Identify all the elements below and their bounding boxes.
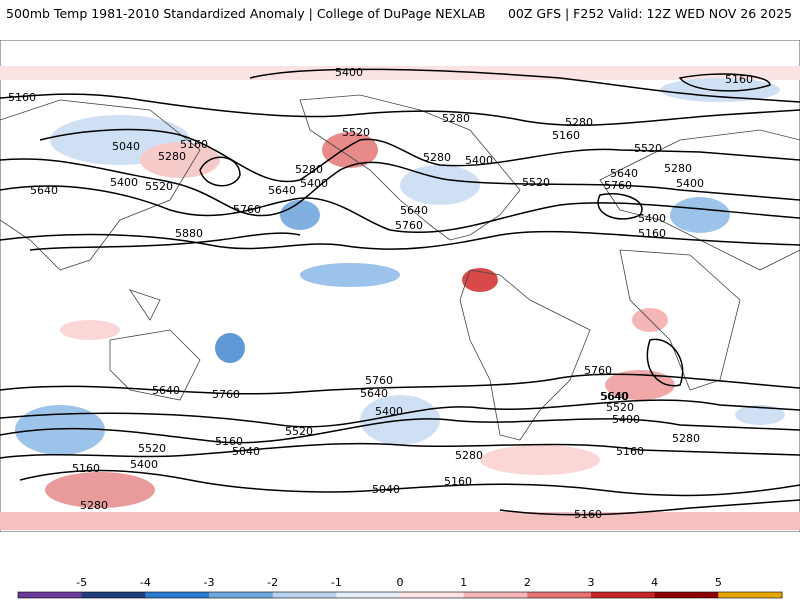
- contour-label: 5280: [423, 151, 451, 164]
- contour-label: 5520: [606, 401, 634, 414]
- model-run-info: 00Z GFS | F252 Valid: 12Z WED NOV 26 202…: [507, 6, 792, 21]
- anomaly-map: 5400 5160 5040 5280 5160 5400 5520 5640 …: [0, 40, 800, 532]
- contour-label: 5400: [130, 458, 158, 471]
- contour-label: 5280: [158, 150, 186, 163]
- colorbar-segment: [400, 592, 465, 598]
- contour-label: 5640: [400, 204, 428, 217]
- contour-label: 5160: [616, 445, 644, 458]
- contour-label: 5520: [634, 142, 662, 155]
- height-contours: [0, 68, 800, 516]
- contour-label: 5880: [175, 227, 203, 240]
- colorbar-tick-label: -1: [331, 576, 342, 589]
- contour-label: 5160: [638, 227, 666, 240]
- contour-label: 5160: [8, 91, 36, 104]
- colorbar-segment: [463, 592, 528, 598]
- coastlines: [0, 94, 800, 441]
- contour-label: 5400: [375, 405, 403, 418]
- contour-label: 5520: [138, 442, 166, 455]
- colorbar-tick-label: 4: [651, 576, 658, 589]
- colorbar-border: [17, 591, 783, 599]
- contour-label: 5040: [232, 445, 260, 458]
- contour-label-group: 5400 5160 5040 5280 5160 5400 5520 5640 …: [8, 66, 753, 521]
- contour-label: 5760: [212, 388, 240, 401]
- colorbar-tick-label: -4: [140, 576, 151, 589]
- colorbar-ticks: -5 -4 -3 -2 -1 0 1 2 3 4 5: [76, 576, 722, 589]
- colorbar-tick-label: 1: [460, 576, 467, 589]
- colorbar-tick-label: -5: [76, 576, 87, 589]
- polar-band-north: [0, 66, 800, 80]
- contour-label: 5400: [300, 177, 328, 190]
- contour-label: 5520: [342, 126, 370, 139]
- contour-label: 5640: [30, 184, 58, 197]
- contour-label: 5520: [285, 425, 313, 438]
- colorbar-tick-label: 0: [397, 576, 404, 589]
- colorbar-tick-label: 2: [524, 576, 531, 589]
- colorbar-tick-label: -3: [204, 576, 215, 589]
- contour-label: 5160: [215, 435, 243, 448]
- colorbar-tick-label: -2: [267, 576, 278, 589]
- contour-label: 5640: [360, 387, 388, 400]
- contour-label: 5520: [522, 176, 550, 189]
- contour-label: 5280: [664, 162, 692, 175]
- contour-label: 5640: [600, 390, 628, 403]
- contour-label: 5760: [233, 203, 261, 216]
- contour-label: 5160: [444, 475, 472, 488]
- colorbar-tick-label: 3: [588, 576, 595, 589]
- contour-label: 5400: [612, 413, 640, 426]
- contour-label: 5640: [268, 184, 296, 197]
- contour-label: 5280: [80, 499, 108, 512]
- colorbar-segment: [718, 592, 783, 598]
- colorbar-segment: [591, 592, 656, 598]
- colorbar-segment: [272, 592, 337, 598]
- contour-label: 5640: [601, 390, 629, 403]
- contour-label: 5400: [335, 66, 363, 79]
- contour-label: 5280: [295, 163, 323, 176]
- contour-label: 5640: [610, 167, 638, 180]
- contour-label: 5160: [574, 508, 602, 521]
- contour-label: 5280: [565, 116, 593, 129]
- contour-label: 5280: [442, 112, 470, 125]
- colorbar-segment: [654, 592, 719, 598]
- contour-label: 5520: [145, 180, 173, 193]
- contour-label: 5640: [152, 384, 180, 397]
- map-frame: [0, 40, 800, 532]
- contour-label: 5400: [465, 154, 493, 167]
- contour-label: 5400: [638, 212, 666, 225]
- contour-label: 5760: [365, 374, 393, 387]
- contour-label: 5280: [455, 449, 483, 462]
- contour-label: 5040: [372, 483, 400, 496]
- contour-label: 5040: [112, 140, 140, 153]
- contour-label: 5160: [552, 129, 580, 142]
- colorbar-segments: [17, 591, 783, 599]
- colorbar-segment: [527, 592, 592, 598]
- polar-band-south: [0, 512, 800, 530]
- contour-label: 5760: [395, 219, 423, 232]
- contour-label: 5160: [180, 138, 208, 151]
- contour-label: 5760: [584, 364, 612, 377]
- colorbar-segment: [336, 592, 401, 598]
- colorbar-segment: [81, 592, 146, 598]
- colorbar-segment: [145, 592, 210, 598]
- colorbar-segment: [209, 592, 274, 598]
- contour-label: 5280: [672, 432, 700, 445]
- colorbar-segment: [18, 592, 83, 598]
- contour-label: 5400: [676, 177, 704, 190]
- contour-label: 5160: [725, 73, 753, 86]
- colorbar-tick-label: 5: [715, 576, 722, 589]
- contour-label: 5760: [604, 179, 632, 192]
- colorbar: -5 -4 -3 -2 -1 0 1 2 3 4 5: [17, 576, 783, 599]
- map-title: 500mb Temp 1981-2010 Standardized Anomal…: [6, 6, 486, 21]
- contour-label: 5400: [110, 176, 138, 189]
- contour-label: 5160: [72, 462, 100, 475]
